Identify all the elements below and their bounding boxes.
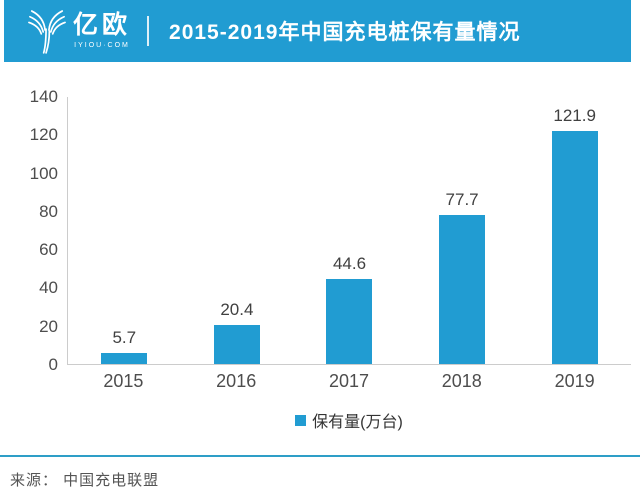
logo-text: 亿欧 IYIOU·COM [73,11,132,50]
y-axis-labels: 0 20 40 60 80 100 120 140 [0,0,60,380]
y-tick-label: 20 [39,316,58,336]
x-axis-label: 2017 [328,371,370,391]
x-axis-labels: 2015 2016 2017 2018 2019 [67,371,631,392]
logo: 亿欧 IYIOU·COM [28,8,131,54]
bar-value-label: 44.6 [332,253,367,273]
y-tick-label: 140 [29,87,58,106]
bar-value-label: 20.4 [220,299,254,319]
bar-group: 5.7 [68,97,181,364]
source-text: 来源： 中国充电联盟 [10,472,160,489]
footer-divider [0,455,640,457]
plot-area: 5.7 20.4 44.6 77.7 121.9 [67,97,631,365]
legend-label: 保有量(万台) [312,414,403,431]
x-axis-label: 2019 [554,371,595,391]
y-tick-label: 40 [39,278,58,298]
header-banner: 亿欧 IYIOU·COM 2015-2019年中国充电桩保有量情况 [4,0,631,62]
x-axis-label: 2016 [216,371,257,391]
bar [213,324,260,364]
bar-value-label: 77.7 [445,190,479,210]
y-tick-label: 120 [29,125,58,145]
logo-name: 亿欧 [73,11,132,39]
bar-group: 44.6 [293,97,406,364]
iyiou-logo-icon [28,10,66,54]
logo-subtext: IYIOU·COM [74,42,130,49]
y-tick-label: 0 [48,355,58,374]
bar-value-label: 121.9 [553,105,596,125]
y-tick-label: 60 [39,240,58,260]
chart-title: 2015-2019年中国充电桩保有量情况 [169,21,521,44]
x-axis-label: 2018 [441,371,482,391]
bar [551,130,598,364]
bar-group: 77.7 [406,97,519,364]
y-tick-label: 80 [39,201,58,221]
x-axis-label: 2015 [103,371,144,391]
header-vertical-divider [147,16,150,46]
bar-group: 20.4 [181,97,294,364]
bar [326,278,373,364]
bar-value-label: 5.7 [112,328,137,348]
legend: 保有量(万台) [67,408,631,432]
bar [439,215,486,364]
bar [101,353,148,364]
bar-group: 121.9 [518,97,631,364]
legend-swatch [295,414,307,426]
y-tick-label: 100 [29,163,58,183]
